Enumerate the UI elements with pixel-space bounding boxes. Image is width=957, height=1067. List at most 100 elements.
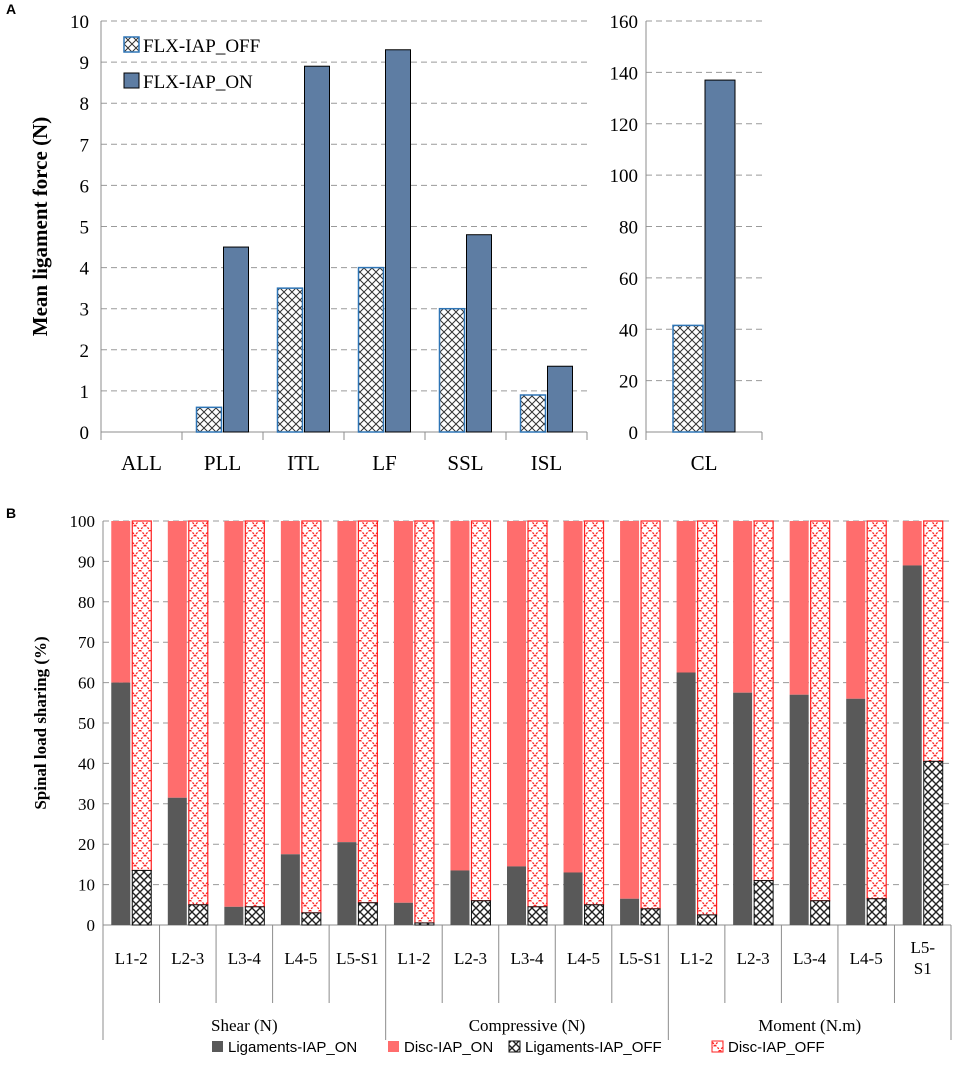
bar-ligaments-iap-on <box>111 682 131 925</box>
y-tick-label: 70 <box>78 633 95 652</box>
bar-disc-iap-off <box>753 520 774 882</box>
bar-flx-iap-off <box>519 394 547 433</box>
y-tick-label: 40 <box>78 754 95 773</box>
bar-disc-iap-on <box>224 521 244 907</box>
bar-ligaments-iap-on <box>224 906 244 925</box>
x-level-label: L2-3 <box>454 949 487 968</box>
y-tick-label: 90 <box>78 552 95 571</box>
y-tick-label: 10 <box>78 876 95 895</box>
y-tick-right-label: 120 <box>610 115 639 136</box>
bar-flx-iap-off <box>672 324 704 433</box>
y-tick-right-label: 140 <box>610 63 639 84</box>
legend-label: Disc-IAP_OFF <box>728 1039 825 1056</box>
bar-ligaments-iap-off <box>188 904 209 926</box>
y-tick-left-label: 7 <box>80 135 90 156</box>
x-level-label: L4-5 <box>850 949 883 968</box>
x-category-label: SSL <box>447 451 483 475</box>
bar-ligaments-iap-on <box>620 898 640 925</box>
x-level-label: L1-2 <box>397 949 430 968</box>
x-level-label: L1-2 <box>680 949 713 968</box>
bar-disc-iap-on <box>167 521 187 798</box>
bar-flx-iap-off <box>438 307 466 433</box>
bar-disc-iap-off <box>640 520 661 910</box>
x-level-label: L5-S1 <box>336 949 379 968</box>
x-category-label: ALL <box>121 451 162 475</box>
x-level-label: L4-5 <box>284 949 317 968</box>
x-category-label: LF <box>372 451 397 475</box>
y-tick-right-label: 160 <box>610 12 639 33</box>
bar-disc-iap-off <box>414 520 435 924</box>
bar-ligaments-iap-on <box>167 797 187 925</box>
bar-ligaments-iap-on <box>733 692 753 925</box>
bar-disc-iap-on <box>280 521 300 855</box>
bar-ligaments-iap-off <box>584 904 605 926</box>
bar-ligaments-iap-on <box>563 872 583 925</box>
bar-ligaments-iap-off <box>810 900 831 926</box>
bar-flx-iap-on <box>704 79 736 433</box>
bar-flx-iap-on <box>466 234 492 433</box>
bar-ligaments-iap-off <box>357 902 378 926</box>
bar-ligaments-iap-off <box>414 922 435 926</box>
bar-flx-iap-on <box>223 246 249 433</box>
bar-ligaments-iap-off <box>640 908 661 926</box>
x-category-label: ISL <box>531 451 563 475</box>
x-category-label: ITL <box>287 451 320 475</box>
bar-disc-iap-on <box>620 521 640 899</box>
x-group-label: Compressive (N) <box>469 1016 586 1035</box>
legend-label: Ligaments-IAP_OFF <box>525 1039 662 1056</box>
bar-ligaments-iap-off <box>244 906 265 926</box>
bar-flx-iap-off <box>276 287 304 433</box>
y-tick-right-label: 40 <box>619 320 638 341</box>
bar-ligaments-iap-on <box>902 565 922 925</box>
bar-ligaments-iap-off <box>301 912 322 926</box>
bar-disc-iap-off <box>696 520 718 916</box>
x-category-label: PLL <box>204 451 241 475</box>
y-tick-left-label: 9 <box>80 53 90 74</box>
y-tick-label: 50 <box>78 714 95 733</box>
y-tick-right-label: 100 <box>610 166 639 187</box>
bar-disc-iap-off <box>583 520 605 906</box>
bar-disc-iap-on <box>450 521 470 871</box>
x-level-label: L3-4 <box>510 949 544 968</box>
bar-ligaments-iap-off <box>131 869 152 926</box>
y-tick-left-label: 6 <box>80 176 90 197</box>
bar-disc-iap-off <box>357 520 378 904</box>
bar-flx-iap-off <box>357 266 385 433</box>
bar-disc-iap-on <box>733 521 753 693</box>
y-tick-label: 100 <box>70 512 96 531</box>
y-tick-left-label: 4 <box>80 259 90 280</box>
bar-ligaments-iap-off <box>923 760 944 926</box>
bar-disc-iap-on <box>563 521 583 873</box>
bar-disc-iap-off <box>244 520 265 908</box>
bar-disc-iap-on <box>507 521 526 867</box>
bar-disc-iap-off <box>470 520 492 902</box>
y-tick-label: 80 <box>78 593 95 612</box>
bar-flx-iap-off <box>195 406 223 433</box>
bar-disc-iap-off <box>866 520 887 900</box>
bar-disc-iap-on <box>393 521 413 903</box>
x-category-label: CL <box>691 451 718 475</box>
bar-ligaments-iap-off <box>470 900 491 926</box>
bar-ligaments-iap-on <box>450 870 470 925</box>
bar-ligaments-iap-off <box>753 880 774 926</box>
bar-ligaments-iap-on <box>393 902 413 925</box>
x-group-label: Moment (N.m) <box>758 1016 861 1035</box>
x-level-label: L2-3 <box>171 949 204 968</box>
y-axis-title: Spinal load sharing (%) <box>31 636 50 809</box>
legend-label-off: FLX-IAP_OFF <box>143 36 260 57</box>
y-tick-label: 60 <box>78 674 95 693</box>
legend-swatch-on <box>123 72 140 89</box>
y-axis-title: Mean ligament force (N) <box>28 117 52 336</box>
y-tick-left-label: 0 <box>80 423 90 444</box>
bar-ligaments-iap-on <box>337 842 357 925</box>
bar-disc-iap-off <box>810 520 831 902</box>
bar-disc-iap-on <box>337 521 357 843</box>
y-tick-left-label: 2 <box>80 341 90 362</box>
legend-swatch-disc-on <box>388 1041 399 1052</box>
panel-a-letter: A <box>6 1 16 17</box>
y-tick-right-label: 80 <box>619 218 638 239</box>
y-tick-label: 20 <box>78 835 95 854</box>
x-group-label: Shear (N) <box>211 1016 278 1035</box>
bar-disc-iap-off <box>923 520 944 762</box>
panel-b-chart: 0 10 20 30 40 50 60 70 80 90 100 Spinal load sharin… <box>31 512 952 1056</box>
